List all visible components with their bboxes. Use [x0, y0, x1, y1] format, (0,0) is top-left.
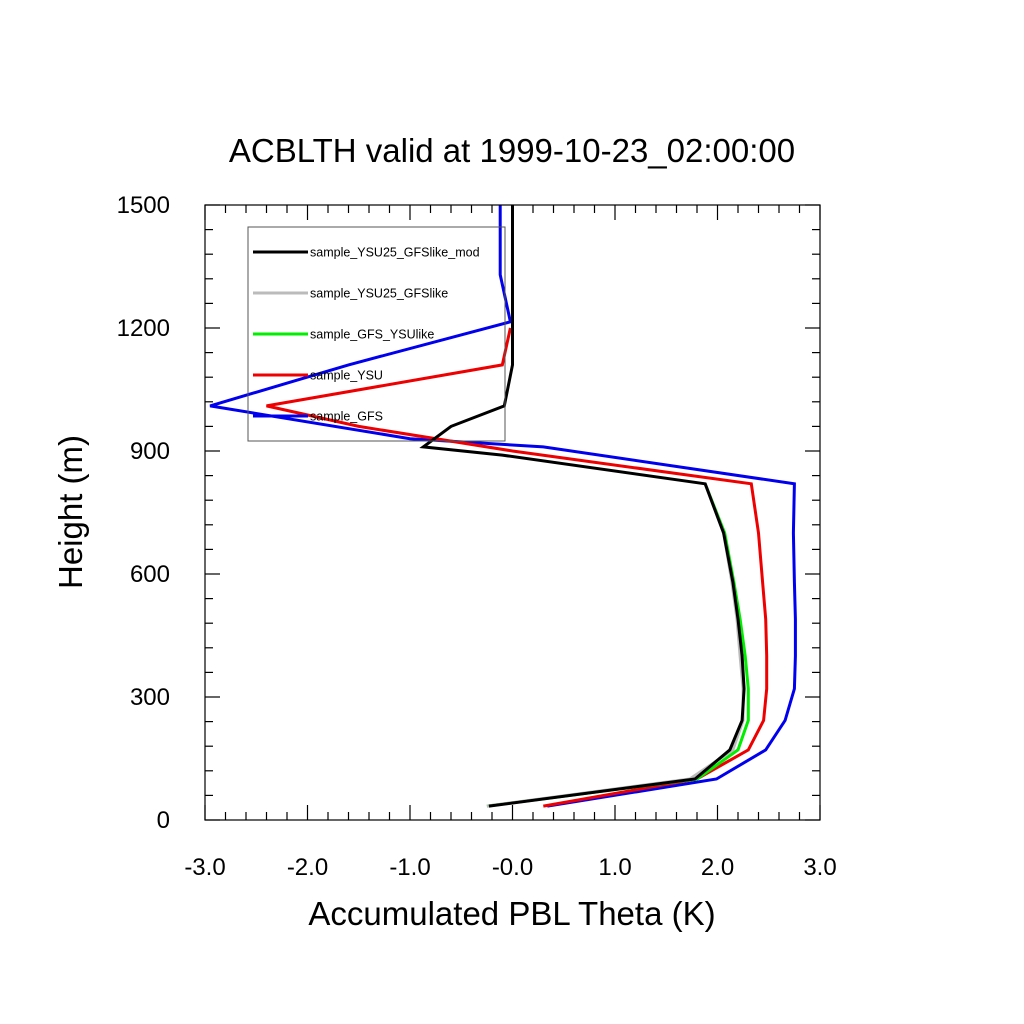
- x-axis-label: Accumulated PBL Theta (K): [308, 895, 715, 932]
- y-tick-label: 900: [130, 438, 170, 465]
- x-tick-label: 2.0: [701, 854, 734, 881]
- x-tick-label: -1.0: [389, 854, 430, 881]
- plot-area-frame: [204, 204, 821, 821]
- series-line-0: [209, 205, 797, 808]
- legend-label: sample_GFS_YSUlike: [310, 328, 434, 342]
- x-tick-label: 1.0: [598, 854, 631, 881]
- y-axis-label: Height (m): [52, 435, 89, 589]
- x-tick-label: -0.0: [492, 854, 533, 881]
- legend-box: [247, 226, 506, 442]
- series-line-3: [486, 483, 745, 808]
- series-layer: [209, 205, 797, 808]
- legend-label: sample_YSU: [310, 369, 383, 383]
- x-tick-label: 3.0: [803, 854, 836, 881]
- y-tick-label: 1200: [117, 315, 170, 342]
- axis-ticks: [204, 204, 821, 821]
- x-tick-label: -3.0: [184, 854, 225, 881]
- series-line-1: [266, 327, 769, 808]
- legend-label: sample_YSU25_GFSlike: [310, 287, 448, 301]
- x-tick-label: -2.0: [287, 854, 328, 881]
- legend-label: sample_GFS: [310, 410, 383, 424]
- y-tick-label: 0: [157, 807, 170, 834]
- y-tick-label: 600: [130, 561, 170, 588]
- chart-title: ACBLTH valid at 1999-10-23_02:00:00: [229, 132, 795, 169]
- y-tick-label: 1500: [117, 192, 170, 219]
- legend: sample_YSU25_GFSlike_mod sample_YSU25_GFS…: [247, 226, 506, 442]
- axis-tick-labels: -3.0 -2.0 -1.0 -0.0 1.0 2.0 3.0 0 300 600 900 1200 1…: [117, 192, 837, 881]
- series-line-4: [419, 205, 746, 808]
- legend-label: sample_YSU25_GFSlike_mod: [310, 246, 480, 260]
- series-line-2: [486, 483, 750, 808]
- y-tick-label: 300: [130, 684, 170, 711]
